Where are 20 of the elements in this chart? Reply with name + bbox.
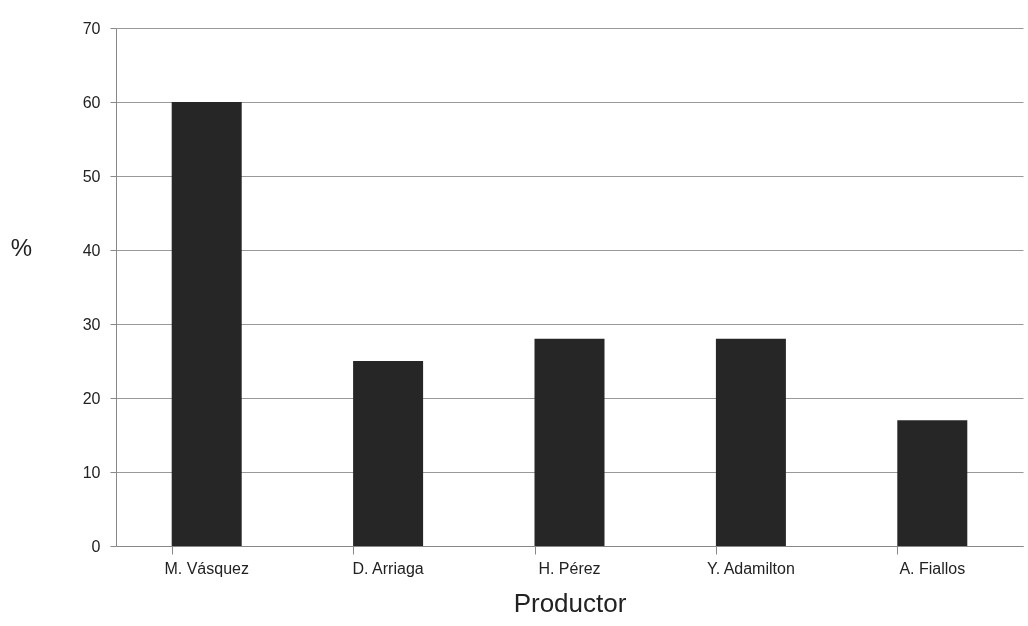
x-axis-title: Productor	[513, 587, 627, 618]
bar	[171, 102, 242, 546]
bar	[353, 361, 424, 546]
y-tick-label: 20	[82, 389, 101, 407]
y-axis-title: %	[10, 233, 33, 261]
y-tick-label: 70	[82, 19, 101, 37]
bar	[897, 420, 968, 546]
x-tick-label: A. Fiallos	[899, 559, 966, 577]
x-tick-label: M. Vásquez	[164, 559, 249, 577]
x-tick-label: Y. Adamilton	[707, 559, 795, 577]
bar	[534, 338, 605, 546]
y-tick-label: 60	[82, 93, 101, 111]
bar	[715, 338, 786, 546]
y-tick-label: 30	[82, 315, 101, 333]
y-tick-label: 40	[82, 241, 101, 259]
x-tick-label: H. Pérez	[538, 559, 601, 577]
y-tick-label: 50	[82, 167, 101, 185]
y-tick-label: 10	[82, 463, 101, 481]
x-tick-label: D. Arriaga	[352, 559, 424, 577]
y-tick-label: 0	[91, 537, 101, 555]
